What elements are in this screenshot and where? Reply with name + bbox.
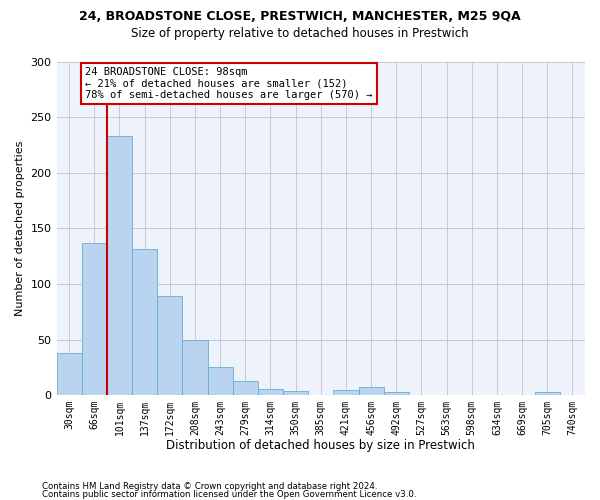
Text: 24, BROADSTONE CLOSE, PRESTWICH, MANCHESTER, M25 9QA: 24, BROADSTONE CLOSE, PRESTWICH, MANCHES… bbox=[79, 10, 521, 23]
Text: Contains public sector information licensed under the Open Government Licence v3: Contains public sector information licen… bbox=[42, 490, 416, 499]
Bar bbox=[383, 392, 409, 395]
Bar bbox=[258, 388, 283, 395]
Bar bbox=[334, 390, 359, 395]
Bar bbox=[56, 353, 82, 395]
Text: Contains HM Land Registry data © Crown copyright and database right 2024.: Contains HM Land Registry data © Crown c… bbox=[42, 482, 377, 491]
Bar bbox=[233, 381, 258, 395]
Bar bbox=[283, 391, 308, 395]
X-axis label: Distribution of detached houses by size in Prestwich: Distribution of detached houses by size … bbox=[166, 440, 475, 452]
Bar bbox=[157, 296, 182, 395]
Bar bbox=[82, 243, 107, 395]
Bar bbox=[359, 388, 383, 395]
Bar bbox=[208, 368, 233, 395]
Bar bbox=[107, 136, 132, 395]
Text: Size of property relative to detached houses in Prestwich: Size of property relative to detached ho… bbox=[131, 28, 469, 40]
Bar bbox=[182, 340, 208, 395]
Bar bbox=[132, 250, 157, 395]
Text: 24 BROADSTONE CLOSE: 98sqm
← 21% of detached houses are smaller (152)
78% of sem: 24 BROADSTONE CLOSE: 98sqm ← 21% of deta… bbox=[85, 67, 373, 100]
Bar bbox=[535, 392, 560, 395]
Y-axis label: Number of detached properties: Number of detached properties bbox=[15, 140, 25, 316]
